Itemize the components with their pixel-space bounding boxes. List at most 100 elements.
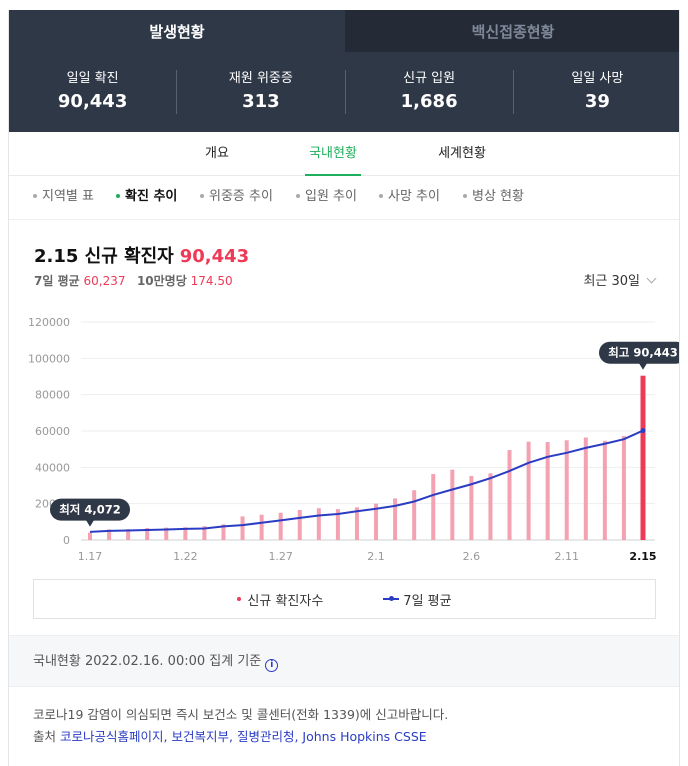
legend-item-line: 7일 평균 bbox=[383, 590, 452, 609]
bar bbox=[354, 507, 359, 540]
tab-domestic[interactable]: 국내현황 bbox=[305, 132, 361, 176]
bullet-icon bbox=[463, 193, 467, 198]
callout-bubble bbox=[599, 341, 679, 364]
info-icon[interactable]: i bbox=[265, 659, 279, 672]
chip-death-trend[interactable]: 사망 추이 bbox=[379, 176, 440, 220]
bar bbox=[202, 526, 207, 540]
chip-confirmed-trend[interactable]: 확진 추이 bbox=[116, 176, 177, 220]
stat-value: 313 bbox=[242, 91, 280, 112]
avg-label: 7일 평균 bbox=[34, 274, 80, 288]
bullet-icon bbox=[116, 193, 120, 198]
stat-daily-confirmed: 일일 확진 90,443 bbox=[9, 70, 176, 114]
bar bbox=[488, 473, 493, 540]
chip-label: 위중증 추이 bbox=[209, 189, 273, 204]
y-tick-label: 120000 bbox=[28, 316, 70, 329]
chip-label: 확진 추이 bbox=[125, 189, 178, 204]
bar bbox=[278, 512, 283, 540]
callout-label: 최저 4,072 bbox=[59, 503, 121, 517]
y-tick-label: 60000 bbox=[35, 425, 70, 438]
y-tick-label: 0 bbox=[63, 534, 70, 547]
legend-item-bars: 신규 확진자수 bbox=[237, 590, 323, 609]
chart-legend: 신규 확진자수 7일 평균 bbox=[33, 579, 656, 619]
period-label: 최근 30일 bbox=[583, 274, 640, 289]
x-tick-label: 2.6 bbox=[463, 550, 481, 563]
bar bbox=[107, 529, 112, 540]
callout-pointer bbox=[86, 520, 94, 527]
bar bbox=[126, 529, 131, 540]
per-capita-label: 10만명당 bbox=[136, 274, 187, 288]
chip-regional-table[interactable]: 지역별 표 bbox=[33, 176, 94, 220]
stat-label: 일일 사망 bbox=[571, 71, 624, 86]
chip-label: 지역별 표 bbox=[42, 189, 94, 204]
chip-label: 입원 추이 bbox=[305, 189, 357, 204]
bullet-icon bbox=[296, 193, 300, 198]
bullet-icon bbox=[379, 193, 383, 198]
source-link-mohw[interactable]: 보건복지부 bbox=[171, 729, 229, 744]
x-tick-label: 1.22 bbox=[173, 550, 198, 563]
chip-critical-trend[interactable]: 위중증 추이 bbox=[200, 176, 273, 220]
series-line-7day-avg bbox=[89, 429, 644, 533]
bar bbox=[316, 508, 321, 540]
source-link-jhu[interactable]: Johns Hopkins CSSE bbox=[302, 729, 427, 744]
min-callout: 최저 4,072 bbox=[50, 498, 130, 527]
chart-headline: 2.15 신규 확진자 90,443 bbox=[34, 242, 249, 268]
bar bbox=[240, 516, 245, 540]
bar bbox=[507, 450, 512, 540]
tab-vaccination-status[interactable]: 백신접종현황 bbox=[345, 10, 679, 52]
bar bbox=[374, 503, 379, 540]
bar bbox=[183, 527, 188, 540]
max-callout: 최고 90,443 bbox=[599, 341, 679, 370]
stat-value: 90,443 bbox=[57, 91, 128, 112]
period-select[interactable]: 최근 30일 bbox=[583, 270, 657, 289]
x-tick-label: 2.1 bbox=[367, 550, 385, 563]
chip-admission-trend[interactable]: 입원 추이 bbox=[296, 176, 357, 220]
summary-stats: 일일 확진 90,443 재원 위중증 313 신규 입원 1,686 일일 사… bbox=[9, 52, 679, 132]
bar bbox=[88, 532, 92, 540]
tab-outbreak-status[interactable]: 발생현황 bbox=[9, 10, 345, 52]
x-tick-label: 2.11 bbox=[554, 550, 579, 563]
stat-critical: 재원 위중증 313 bbox=[176, 70, 344, 114]
legend-line-icon bbox=[383, 596, 400, 601]
chart-subline: 7일 평균 60,237 10만명당 174.50 bbox=[34, 272, 233, 289]
bar bbox=[393, 498, 398, 540]
bar bbox=[259, 514, 264, 540]
chart-type-chips: 지역별 표 확진 추이 위중증 추이 입원 추이 사망 추이 병상 현황 bbox=[9, 176, 679, 220]
y-tick-label: 40000 bbox=[35, 461, 70, 474]
bar bbox=[564, 440, 569, 540]
basis-text: 국내현황 2022.02.16. 00:00 집계 기준 bbox=[33, 654, 262, 669]
chevron-down-icon bbox=[646, 273, 657, 284]
legend-dot-icon bbox=[237, 597, 242, 601]
bar bbox=[640, 375, 646, 540]
chip-bed-status[interactable]: 병상 현황 bbox=[463, 176, 524, 220]
chip-label: 사망 추이 bbox=[388, 189, 440, 204]
source-link-official[interactable]: 코로나공식홈페이지 bbox=[60, 729, 164, 744]
bar bbox=[526, 441, 531, 540]
x-tick-label: 1.27 bbox=[268, 550, 293, 563]
bar bbox=[583, 437, 588, 540]
stat-label: 재원 위중증 bbox=[228, 71, 293, 86]
bar bbox=[621, 436, 626, 540]
bar bbox=[602, 440, 607, 540]
y-tick-label: 100000 bbox=[28, 352, 70, 365]
stat-daily-deaths: 일일 사망 39 bbox=[512, 70, 679, 114]
stat-value: 1,686 bbox=[400, 91, 458, 112]
line-end-point bbox=[640, 428, 646, 434]
bar bbox=[431, 474, 436, 540]
tab-overview[interactable]: 개요 bbox=[205, 146, 229, 161]
data-basis: 국내현황 2022.02.16. 00:00 집계 기준 i bbox=[9, 635, 679, 687]
chip-label: 병상 현황 bbox=[472, 189, 524, 204]
legend-label: 7일 평균 bbox=[403, 593, 452, 609]
bullet-icon bbox=[33, 193, 37, 198]
stat-label: 일일 확진 bbox=[66, 71, 119, 86]
bar bbox=[145, 528, 150, 540]
source-link-kdca[interactable]: 질병관리청 bbox=[236, 729, 295, 744]
bar bbox=[469, 476, 474, 540]
bullet-icon bbox=[200, 193, 204, 198]
tab-world[interactable]: 세계현황 bbox=[438, 146, 486, 161]
bar bbox=[545, 442, 550, 540]
avg-value: 60,237 bbox=[83, 274, 126, 288]
callout-pointer bbox=[639, 363, 647, 370]
callout-label: 최고 90,443 bbox=[608, 346, 678, 360]
confirmed-trend-chart: 0200004000060000800001000001200001.171.2… bbox=[28, 316, 679, 563]
bar bbox=[335, 509, 340, 540]
